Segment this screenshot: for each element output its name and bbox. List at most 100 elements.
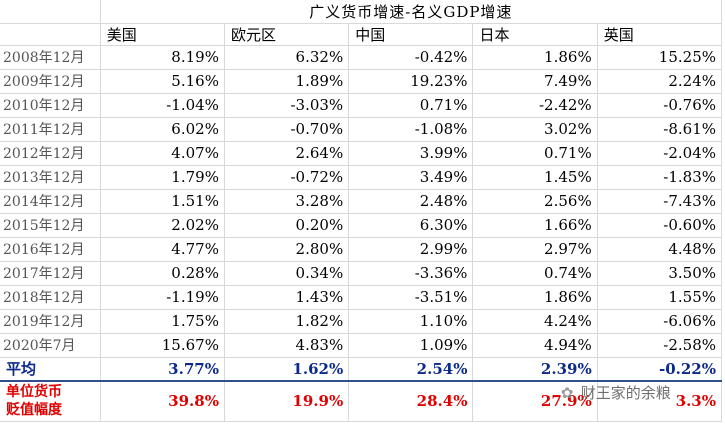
average-value: 1.62% <box>223 356 350 382</box>
value-cell: 15.25% <box>596 44 723 70</box>
value-cell: -1.83% <box>596 164 723 190</box>
value-cell: 3.99% <box>348 140 474 166</box>
value-cell: 1.89% <box>223 68 350 94</box>
row-label: 2009年12月 <box>0 68 101 94</box>
value-cell: -3.51% <box>348 284 474 310</box>
value-cell: 2.48% <box>348 188 474 214</box>
value-cell: 6.30% <box>348 212 474 238</box>
value-cell: 2.24% <box>596 68 723 94</box>
value-cell: 1.10% <box>348 308 474 334</box>
table-row: 2018年12月 -1.19% 1.43% -3.51% 1.86% 1.55% <box>0 284 723 310</box>
value-cell: 1.66% <box>472 212 598 238</box>
row-label: 2015年12月 <box>0 212 101 238</box>
value-cell: 1.86% <box>472 44 598 70</box>
devaluation-value: 28.4% <box>348 380 474 422</box>
table-row: 2015年12月 2.02% 0.20% 6.30% 1.66% -0.60% <box>0 212 723 238</box>
devaluation-row: 单位货币 贬值幅度 39.8% 19.9% 28.4% 27.9% 3.3% <box>0 380 723 422</box>
value-cell: 6.02% <box>99 116 225 142</box>
value-cell: -0.72% <box>223 164 350 190</box>
value-cell: 3.49% <box>348 164 474 190</box>
value-cell: 0.34% <box>223 260 350 286</box>
value-cell: 4.94% <box>472 332 598 358</box>
column-header: 日本 <box>472 22 598 46</box>
header-row: 美国 欧元区 中国 日本 英国 <box>0 22 723 46</box>
row-label: 2020年7月 <box>0 332 101 358</box>
value-cell: 7.49% <box>472 68 598 94</box>
row-label: 2011年12月 <box>0 116 101 142</box>
devaluation-value: 3.3% <box>596 380 723 422</box>
watermark: ✿ 财王家的余粮 <box>558 382 671 403</box>
value-cell: 4.07% <box>99 140 225 166</box>
row-label: 2016年12月 <box>0 236 101 262</box>
average-row: 平均 3.77% 1.62% 2.54% 2.39% -0.22% <box>0 356 723 382</box>
value-cell: 1.86% <box>472 284 598 310</box>
value-cell: 4.24% <box>472 308 598 334</box>
value-cell: 2.97% <box>472 236 598 262</box>
table-row: 2011年12月 6.02% -0.70% -1.08% 3.02% -8.61% <box>0 116 723 142</box>
value-cell: 0.71% <box>472 140 598 166</box>
corner-cell <box>0 0 101 24</box>
row-label: 2008年12月 <box>0 44 101 70</box>
value-cell: 3.50% <box>596 260 723 286</box>
value-cell: -2.42% <box>472 92 598 118</box>
value-cell: -2.04% <box>596 140 723 166</box>
column-header: 欧元区 <box>223 22 350 46</box>
value-cell: 5.16% <box>99 68 225 94</box>
average-value: 2.54% <box>348 356 474 382</box>
value-cell: 0.28% <box>99 260 225 286</box>
value-cell: 2.80% <box>223 236 350 262</box>
watermark-text: 财王家的余粮 <box>580 384 671 402</box>
average-value: -0.22% <box>596 356 723 382</box>
value-cell: -1.08% <box>348 116 474 142</box>
devaluation-label-line2: 贬值幅度 <box>6 402 62 419</box>
value-cell: -1.04% <box>99 92 225 118</box>
value-cell: 2.99% <box>348 236 474 262</box>
row-label: 2014年12月 <box>0 188 101 214</box>
devaluation-value: 39.8% <box>99 380 225 422</box>
value-cell: 2.02% <box>99 212 225 238</box>
value-cell: 1.75% <box>99 308 225 334</box>
value-cell: 19.23% <box>348 68 474 94</box>
value-cell: -7.43% <box>596 188 723 214</box>
value-cell: -3.03% <box>223 92 350 118</box>
row-label: 2013年12月 <box>0 164 101 190</box>
value-cell: 3.02% <box>472 116 598 142</box>
table-row: 2012年12月 4.07% 2.64% 3.99% 0.71% -2.04% <box>0 140 723 166</box>
average-value: 3.77% <box>99 356 225 382</box>
table-title: 广义货币增速-名义GDP增速 <box>99 0 723 24</box>
column-header: 中国 <box>348 22 474 46</box>
value-cell: -0.70% <box>223 116 350 142</box>
row-label: 2012年12月 <box>0 140 101 166</box>
value-cell: -6.06% <box>596 308 723 334</box>
value-cell: 4.48% <box>596 236 723 262</box>
devaluation-value: 19.9% <box>223 380 350 422</box>
header-corner <box>0 22 101 46</box>
value-cell: 4.83% <box>223 332 350 358</box>
average-label: 平均 <box>0 356 101 382</box>
row-label: 2017年12月 <box>0 260 101 286</box>
table-row: 2008年12月 8.19% 6.32% -0.42% 1.86% 15.25% <box>0 44 723 70</box>
devaluation-label-line1: 单位货币 <box>6 384 62 401</box>
value-cell: 3.28% <box>223 188 350 214</box>
value-cell: 2.64% <box>223 140 350 166</box>
value-cell: 8.19% <box>99 44 225 70</box>
value-cell: -2.58% <box>596 332 723 358</box>
devaluation-value: 27.9% <box>472 380 598 422</box>
table-row: 2017年12月 0.28% 0.34% -3.36% 0.74% 3.50% <box>0 260 723 286</box>
value-cell: -0.60% <box>596 212 723 238</box>
table-row: 2013年12月 1.79% -0.72% 3.49% 1.45% -1.83% <box>0 164 723 190</box>
value-cell: 0.74% <box>472 260 598 286</box>
value-cell: 15.67% <box>99 332 225 358</box>
column-header: 英国 <box>596 22 723 46</box>
value-cell: -0.76% <box>596 92 723 118</box>
value-cell: 2.56% <box>472 188 598 214</box>
row-label: 2018年12月 <box>0 284 101 310</box>
value-cell: -1.19% <box>99 284 225 310</box>
table-row: 2009年12月 5.16% 1.89% 19.23% 7.49% 2.24% <box>0 68 723 94</box>
value-cell: 0.20% <box>223 212 350 238</box>
value-cell: 1.43% <box>223 284 350 310</box>
value-cell: 1.45% <box>472 164 598 190</box>
devaluation-label: 单位货币 贬值幅度 <box>0 380 101 422</box>
value-cell: 1.79% <box>99 164 225 190</box>
